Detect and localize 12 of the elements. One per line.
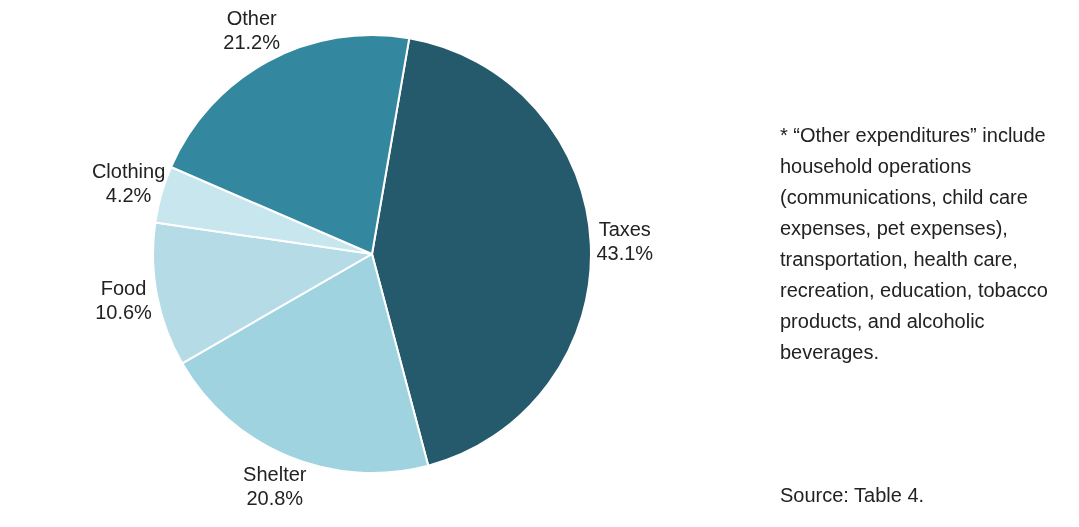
text: * “Other expenditures” include household operations (communications, child care expenses, pet expenses), transportation, health care, recreation, education, tobacco products, and alcoholic beverages. (780, 123, 1049, 365)
slice-label: Food (100, 277, 147, 300)
slice-label: Clothing (91, 160, 166, 183)
data-label: 21.2% (223, 30, 281, 53)
data-label: 4.2% (105, 184, 152, 207)
slice-label: Taxes (598, 218, 651, 241)
data-label: 43.1% (596, 242, 654, 265)
data-label: 20.8% (246, 487, 304, 510)
data-label: 10.6% (95, 301, 153, 324)
slice-label: Shelter (243, 463, 307, 486)
source-note: Source: Table 4. (780, 484, 925, 507)
slice-label: Other (226, 6, 278, 29)
